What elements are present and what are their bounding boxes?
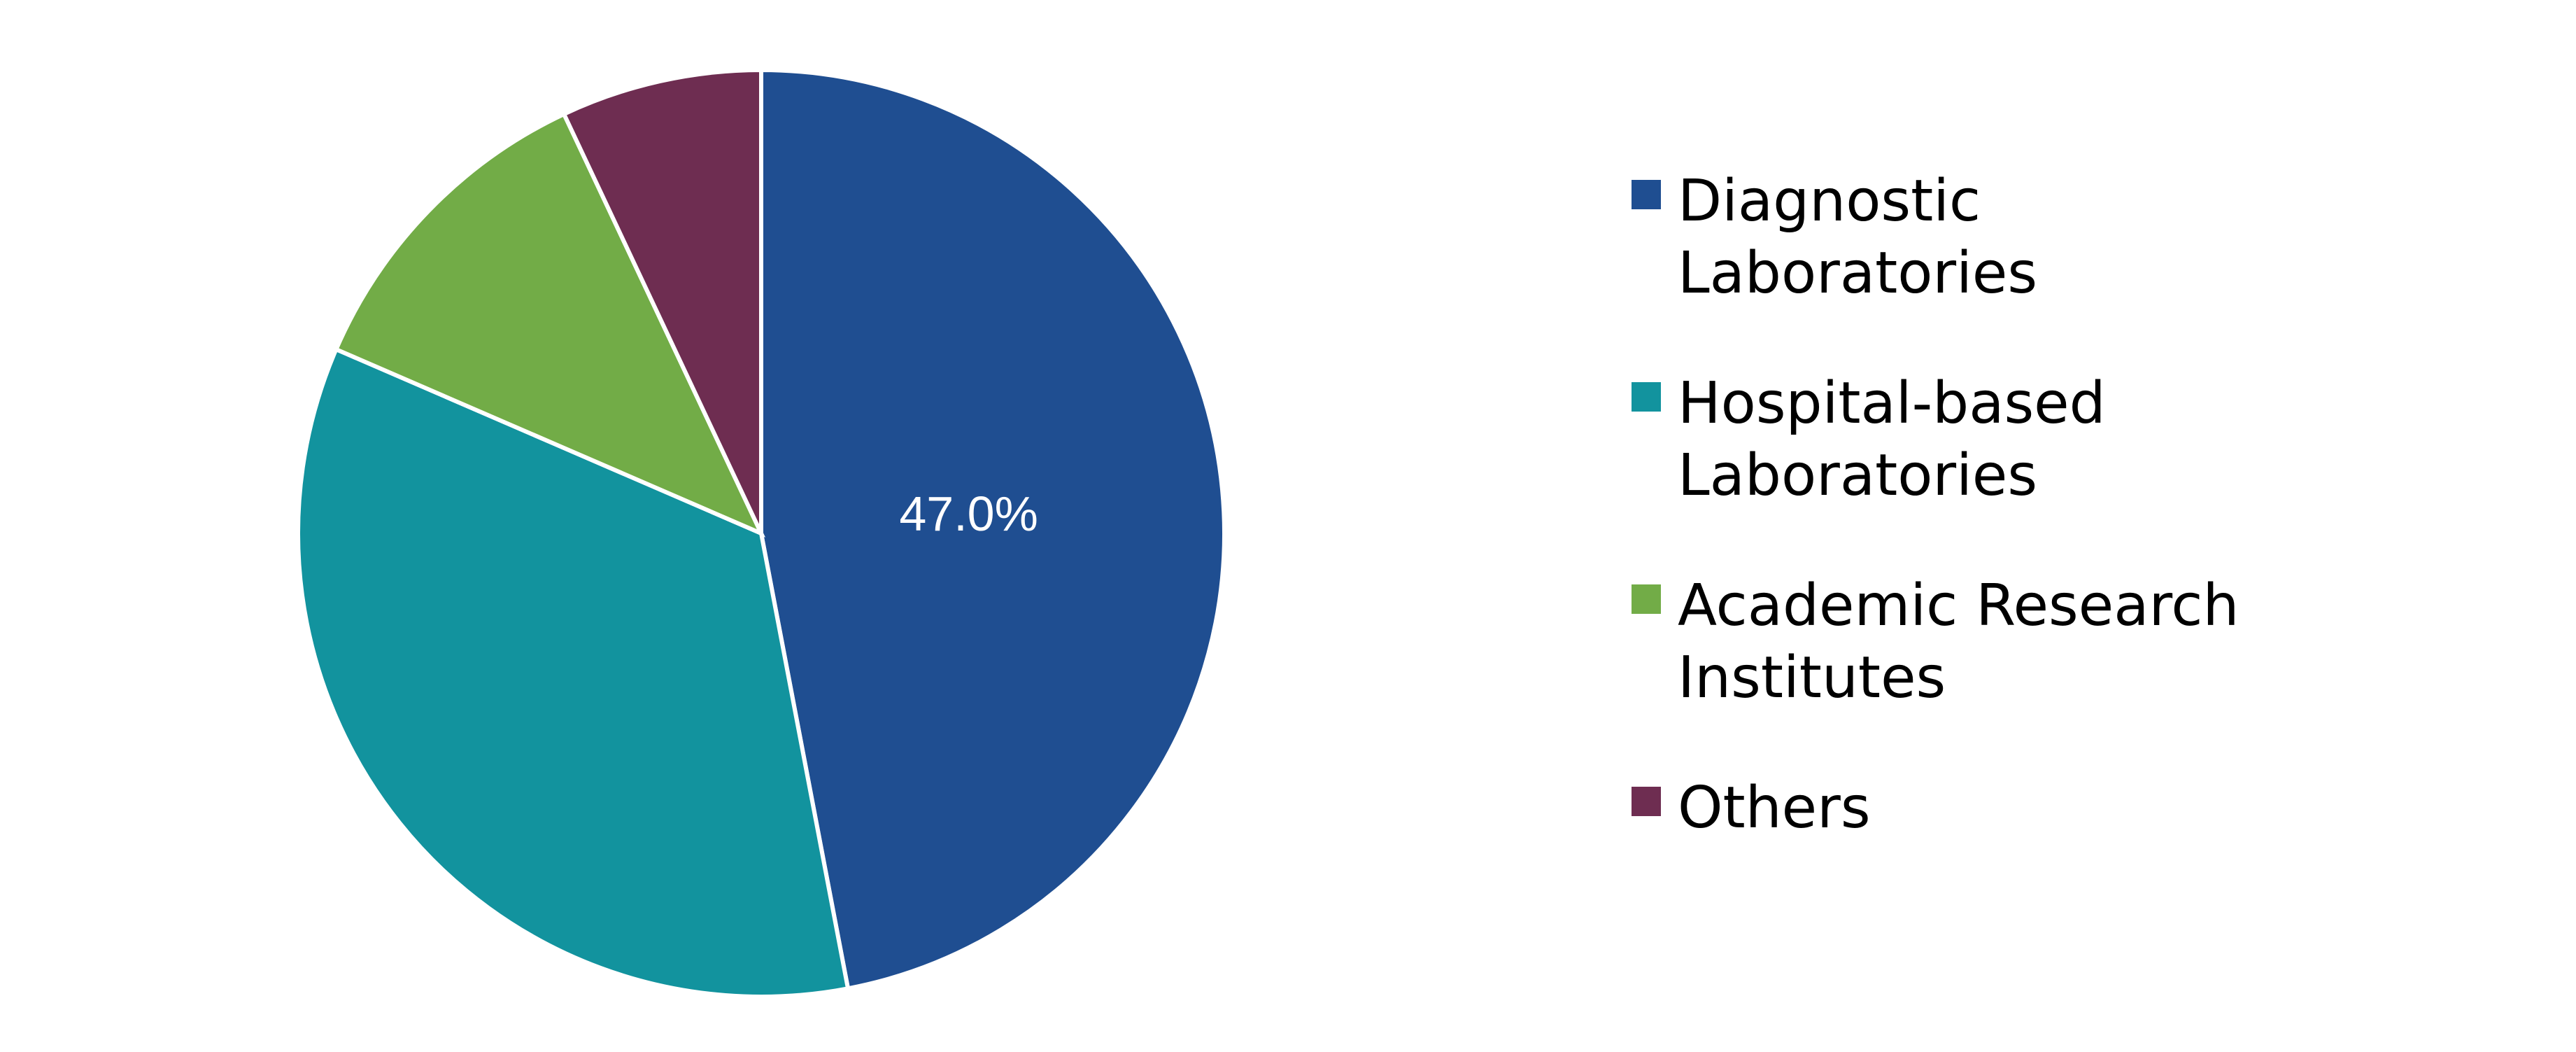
legend-marker (1632, 180, 1661, 209)
pie-data-labels: 47.0% (899, 486, 1038, 541)
legend: DiagnosticLaboratoriesHospital-basedLabo… (1632, 168, 2239, 841)
legend-label: Institutes (1678, 645, 1946, 711)
pie-slices (296, 67, 1226, 999)
pie-slice-others (561, 67, 763, 535)
data-label: 47.0% (899, 486, 1038, 541)
legend-marker (1632, 584, 1661, 614)
pie-slice-diagnostic-laboratories (759, 67, 1226, 991)
legend-marker (1632, 787, 1661, 816)
legend-label: Laboratories (1678, 442, 2037, 509)
legend-label: Others (1678, 775, 1871, 841)
pie-slice-hospital-based-laboratories (296, 346, 851, 999)
pie-slice-academic-research-institutes (333, 111, 766, 538)
legend-label: Diagnostic (1678, 168, 1981, 234)
legend-item: Others (1632, 775, 1871, 841)
legend-label: Hospital-based (1678, 370, 2106, 437)
legend-label: Laboratories (1678, 240, 2037, 307)
legend-label: Academic Research (1678, 573, 2239, 639)
legend-marker (1632, 382, 1661, 412)
